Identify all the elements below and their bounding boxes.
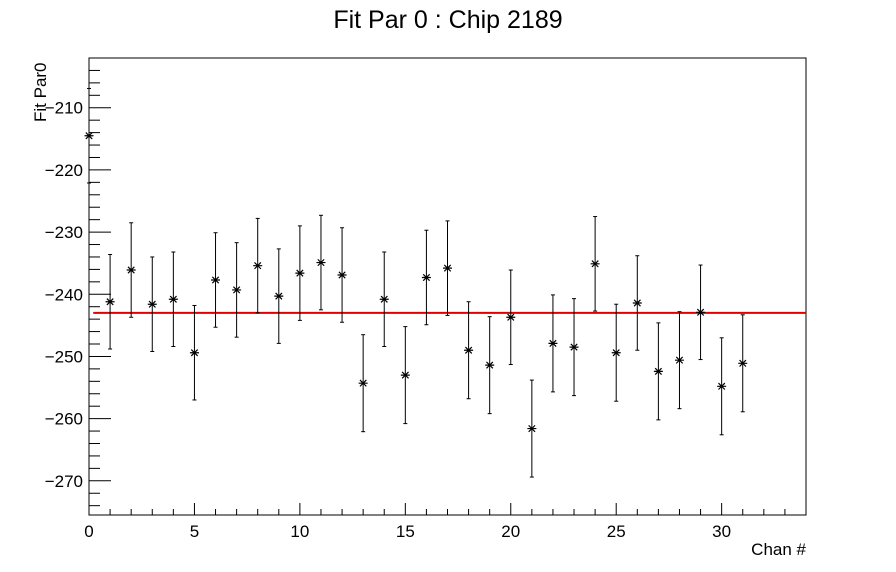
asterisk-marker: [717, 382, 727, 390]
data-point: [211, 232, 221, 328]
y-tick-label: −230: [45, 223, 83, 242]
asterisk-marker: [696, 308, 706, 316]
data-point: [611, 303, 621, 402]
data-point: [168, 251, 178, 348]
asterisk-marker: [653, 367, 663, 375]
y-tick-label: −220: [45, 161, 83, 180]
x-tick-label: 15: [396, 522, 415, 541]
data-point: [337, 227, 347, 323]
asterisk-marker: [211, 276, 221, 284]
data-point: [527, 379, 537, 478]
data-point: [443, 220, 452, 316]
y-axis-label: Fit Par0: [31, 62, 50, 122]
asterisk-marker: [674, 356, 684, 364]
y-tick-label: −270: [45, 472, 83, 491]
data-point: [295, 225, 305, 321]
data-point: [738, 314, 748, 413]
asterisk-marker: [738, 359, 748, 367]
asterisk-marker: [611, 349, 621, 357]
x-tick-label: 5: [190, 522, 199, 541]
data-points: [84, 87, 806, 478]
asterisk-marker: [84, 132, 94, 140]
asterisk-marker: [443, 264, 452, 272]
asterisk-marker: [590, 260, 600, 268]
data-point: [464, 301, 474, 400]
asterisk-marker: [295, 269, 305, 277]
tick-labels: 0 5 10 15 20 25 30 −210 −220 −230 −240 −250 −260 −270: [45, 99, 731, 541]
x-tick-label: 25: [607, 522, 626, 541]
asterisk-marker: [485, 361, 495, 369]
asterisk-marker: [147, 300, 157, 308]
y-tick-label: −260: [45, 410, 83, 429]
x-tick-label: 0: [84, 522, 93, 541]
data-point: [632, 255, 642, 351]
asterisk-marker: [464, 346, 474, 354]
data-point: [569, 298, 579, 397]
data-point: [358, 334, 368, 433]
asterisk-marker: [400, 371, 410, 379]
x-tick-label: 20: [501, 522, 520, 541]
asterisk-marker: [232, 286, 242, 294]
data-point: [717, 337, 727, 436]
data-point: [485, 316, 495, 415]
asterisk-marker: [168, 295, 178, 303]
asterisk-marker: [527, 424, 537, 433]
data-point: [379, 251, 389, 348]
x-tick-label: 30: [712, 522, 731, 541]
data-point: [232, 242, 242, 338]
data-point: [548, 294, 558, 393]
data-point: [590, 216, 600, 312]
data-point: [105, 253, 115, 350]
asterisk-marker: [569, 343, 579, 351]
asterisk-marker: [632, 299, 642, 307]
data-point: [674, 311, 684, 410]
data-point: [147, 256, 157, 352]
data-point: [189, 304, 199, 401]
y-tick-label: −250: [45, 347, 83, 366]
data-point: [274, 248, 284, 344]
asterisk-marker: [548, 339, 558, 348]
data-point: [126, 222, 136, 318]
data-point: [84, 87, 94, 184]
data-point: [400, 326, 410, 425]
data-point: [696, 264, 706, 361]
data-point: [253, 217, 263, 314]
asterisk-marker: [358, 379, 368, 387]
y-tick-label: −210: [45, 99, 83, 118]
asterisk-marker: [253, 262, 263, 270]
data-point: [316, 214, 326, 311]
asterisk-marker: [337, 271, 347, 279]
asterisk-marker: [379, 295, 389, 303]
asterisk-marker: [189, 349, 199, 357]
data-point: [421, 229, 431, 326]
asterisk-marker: [506, 313, 516, 321]
x-axis-label: Chan #: [751, 540, 806, 559]
data-point: [506, 269, 516, 366]
data-point: [653, 322, 663, 421]
asterisk-marker: [274, 292, 284, 300]
asterisk-marker: [316, 258, 326, 267]
asterisk-marker: [421, 273, 431, 282]
axis-ticks: [88, 57, 807, 515]
y-tick-label: −240: [45, 285, 83, 304]
x-tick-label: 10: [290, 522, 309, 541]
asterisk-marker: [105, 298, 115, 306]
asterisk-marker: [126, 266, 136, 274]
chart-title: Fit Par 0 : Chip 2189: [333, 6, 562, 34]
